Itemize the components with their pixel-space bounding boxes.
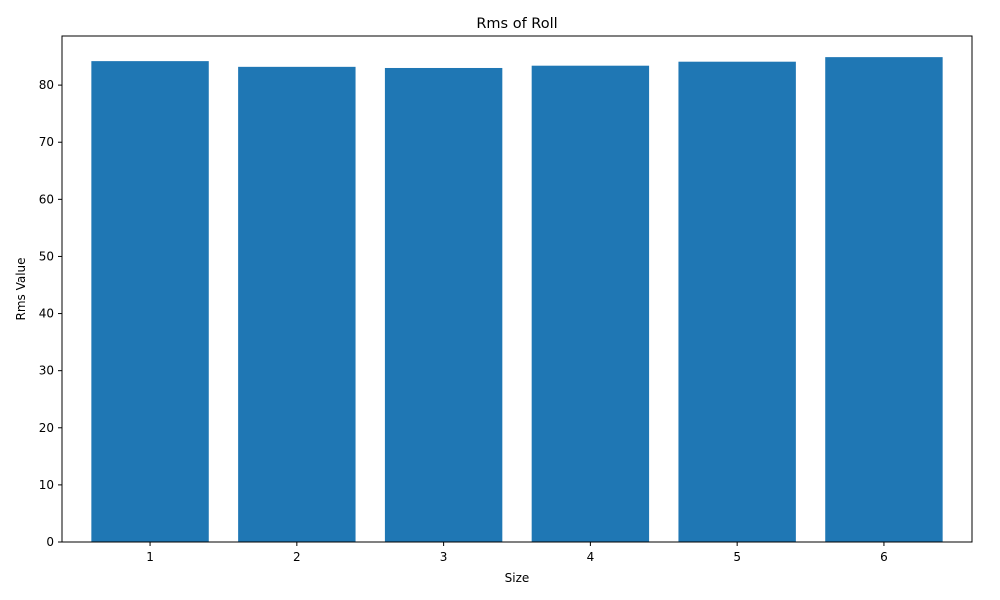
bar-2 <box>238 66 356 543</box>
x-tick-label: 2 <box>293 550 301 564</box>
bar-5 <box>678 61 796 543</box>
bar-1 <box>91 61 209 543</box>
chart-title: Rms of Roll <box>476 16 557 32</box>
y-axis-ticks: 0 10 20 30 40 50 60 70 80 <box>39 78 62 549</box>
y-tick-label: 50 <box>39 249 54 263</box>
bar-4 <box>531 65 650 543</box>
y-tick-label: 30 <box>39 364 54 378</box>
y-tick-label: 80 <box>39 78 54 92</box>
x-tick-label: 3 <box>440 550 448 564</box>
bar-3 <box>384 67 503 543</box>
plot-frame <box>61 35 973 543</box>
y-tick-label: 40 <box>39 307 54 321</box>
y-tick-label: 60 <box>39 192 54 206</box>
y-tick-label: 70 <box>39 135 54 149</box>
bars-group <box>91 57 943 543</box>
x-tick-label: 6 <box>880 550 888 564</box>
y-axis-label: Rms Value <box>14 257 28 320</box>
x-axis-ticks: 1 2 3 4 5 6 <box>146 542 888 564</box>
y-tick-label: 20 <box>39 421 54 435</box>
x-axis-label: Size <box>505 571 530 585</box>
x-tick-label: 5 <box>733 550 741 564</box>
x-tick-label: 1 <box>146 550 154 564</box>
x-tick-label: 4 <box>587 550 595 564</box>
y-tick-label: 0 <box>46 535 54 549</box>
y-tick-label: 10 <box>39 478 54 492</box>
bar-6 <box>825 57 943 543</box>
